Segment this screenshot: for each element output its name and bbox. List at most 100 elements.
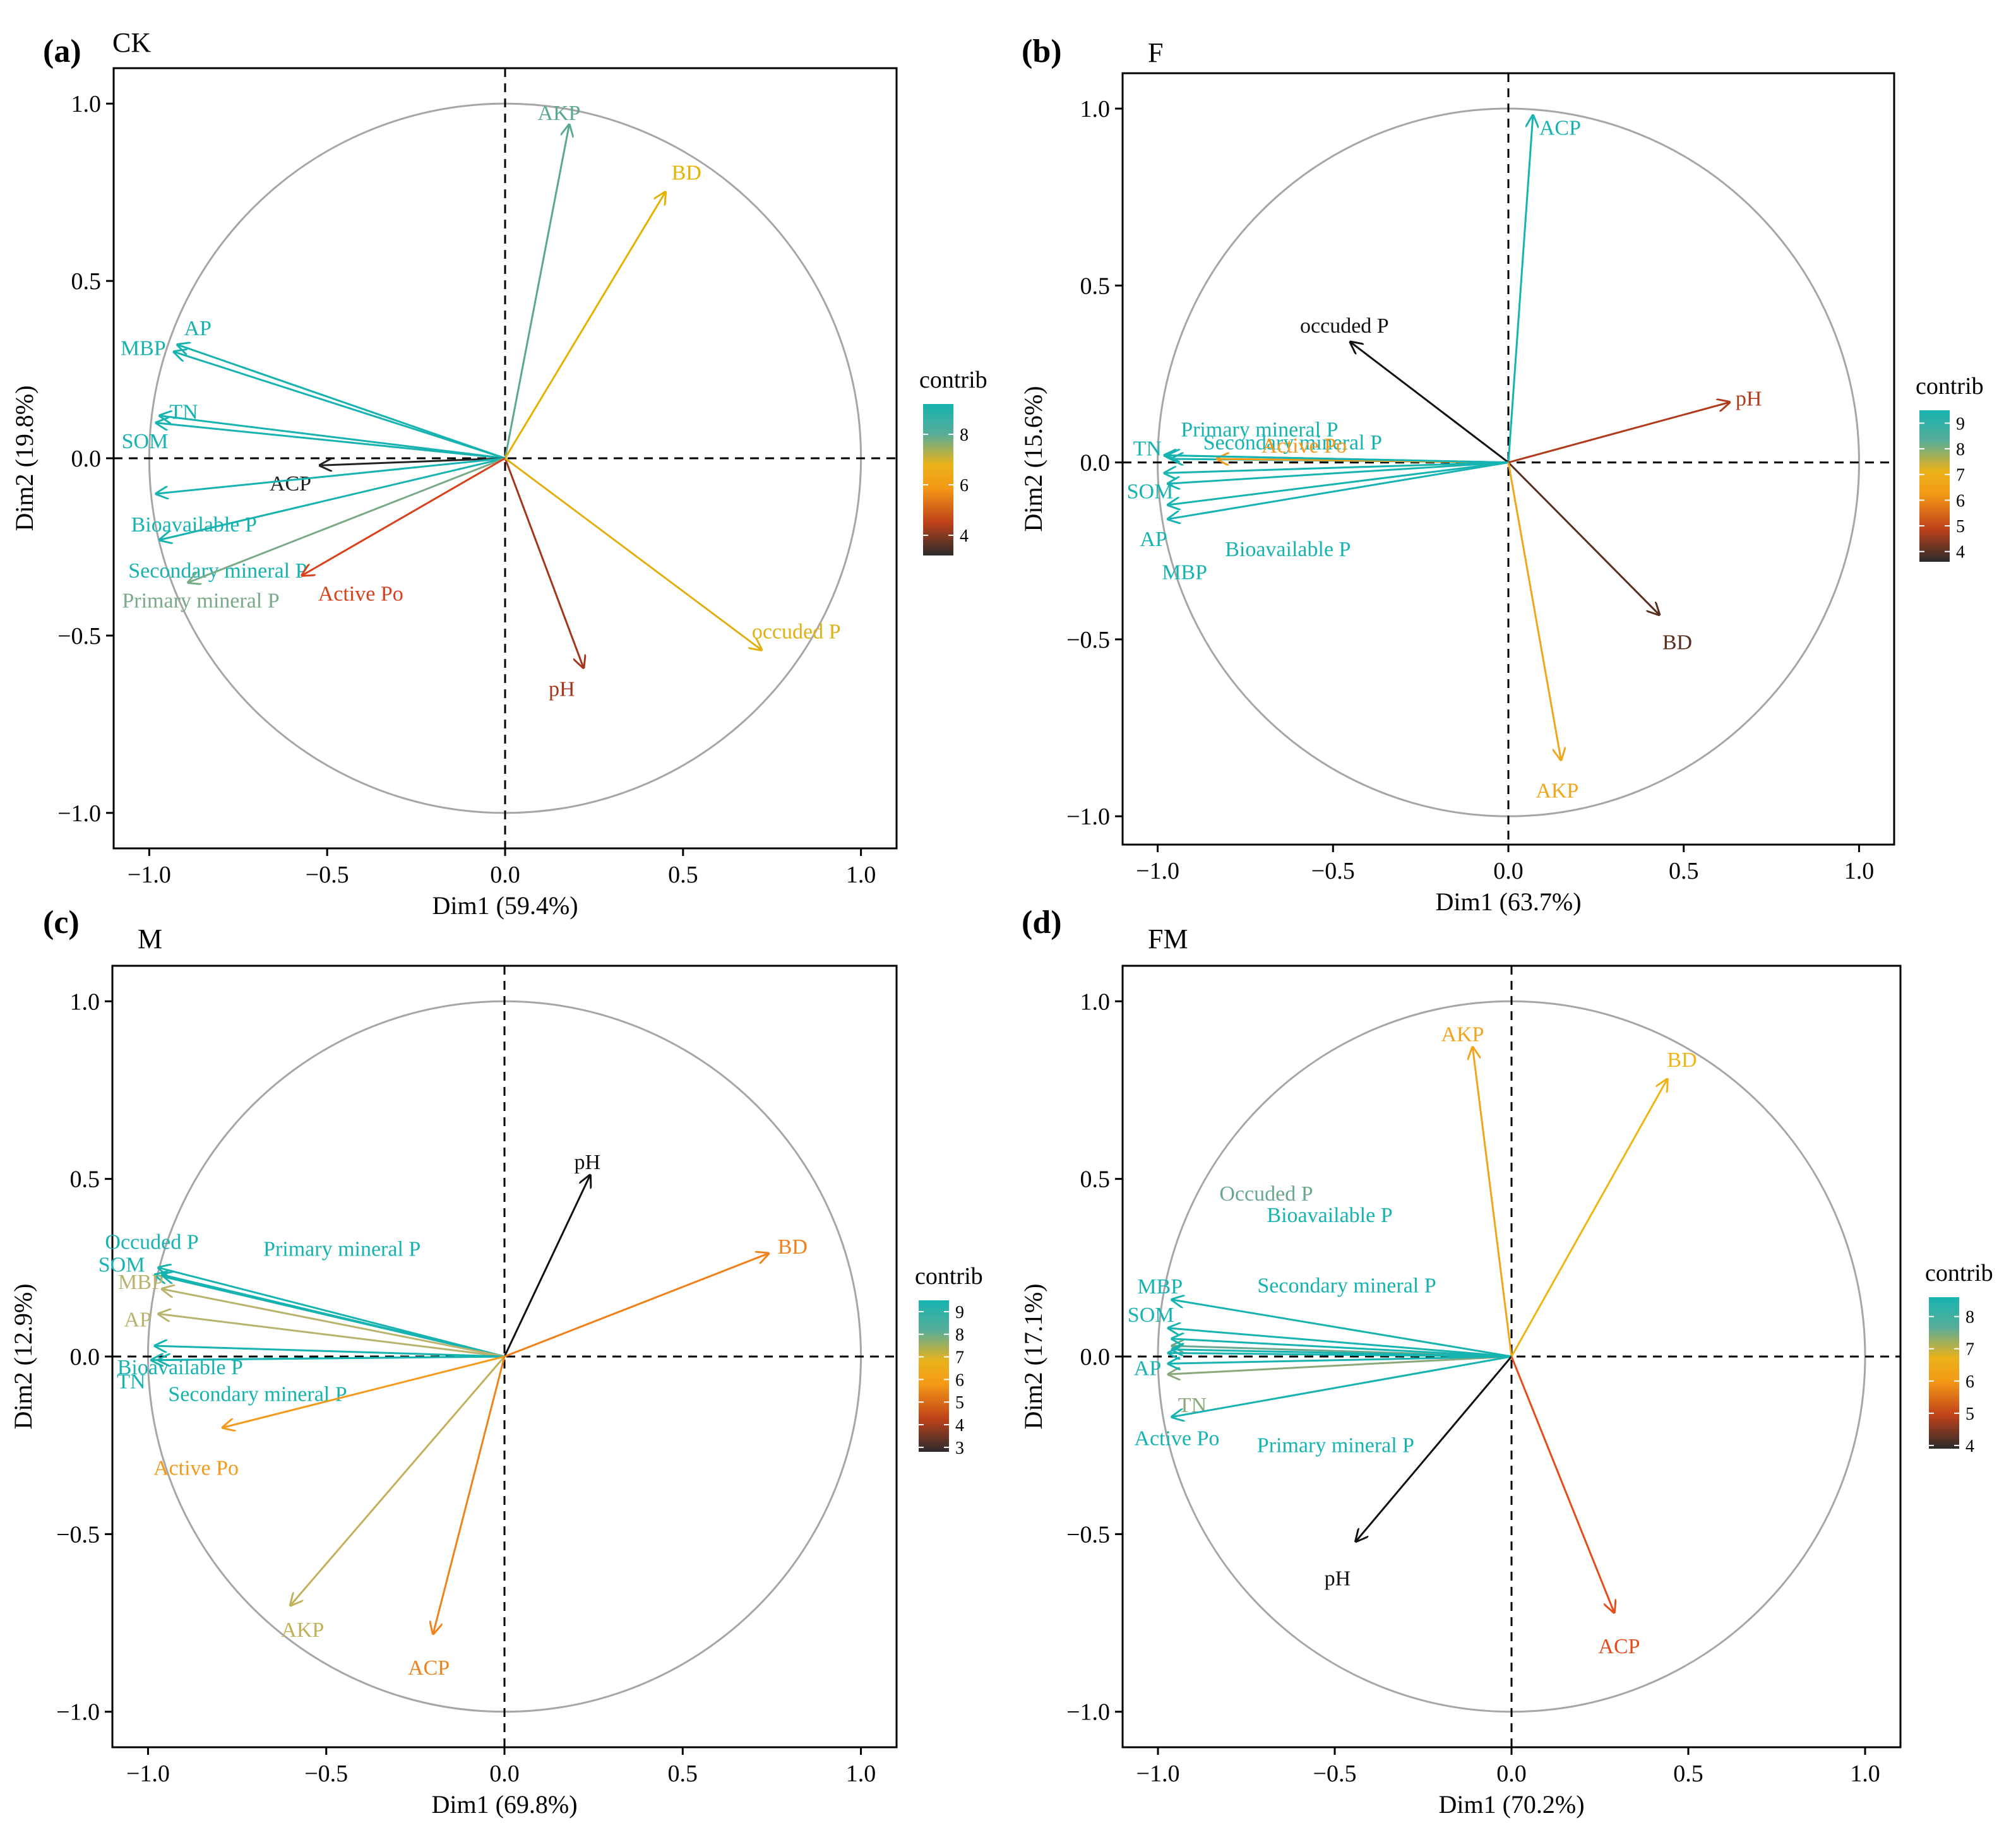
vector-label: Primary mineral P xyxy=(1257,1434,1414,1457)
y-tick-label: 1.0 xyxy=(70,989,100,1015)
y-tick-label: −0.5 xyxy=(1066,627,1110,653)
vector-label: BD xyxy=(778,1235,808,1259)
vector-label: Secondary mineral P xyxy=(1203,431,1382,454)
y-tick-label: −0.5 xyxy=(57,623,101,650)
vector-label: BD xyxy=(1667,1048,1697,1072)
vector-label: occuded P xyxy=(752,620,841,643)
x-tick-label: 0.5 xyxy=(668,1761,698,1787)
vector-arrow xyxy=(162,1289,505,1358)
y-tick-label: 0.5 xyxy=(71,268,102,295)
panel-title: FM xyxy=(1148,923,1188,954)
legend-tick-label: 6 xyxy=(960,476,969,496)
x-tick-label: −0.5 xyxy=(1311,858,1355,884)
vector-label: Bioavailable P xyxy=(1225,538,1351,561)
legend-tick-label: 8 xyxy=(1956,440,1965,460)
vector-arrow xyxy=(158,1268,505,1358)
x-tick-label: −1.0 xyxy=(1136,858,1179,884)
x-tick-label: 0.5 xyxy=(1669,858,1699,884)
legend-tick-label: 4 xyxy=(1965,1437,1974,1456)
y-axis-label: Dim2 (19.8%) xyxy=(10,385,39,531)
contrib-legend: contrib 3 4 5 67 8 9 xyxy=(915,1263,983,1458)
y-tick-label: 0.5 xyxy=(1080,273,1111,299)
pca-panel-ck: (a) CK −1.0 −0.5 0.0 0.5 1.0 −1.0 −0.5 0.0 0.5 1.0 D… xyxy=(10,27,987,920)
vector-label: Secondary mineral P xyxy=(168,1383,347,1406)
vector-arrow xyxy=(1172,1300,1512,1358)
vector-label: Primary mineral P xyxy=(1181,418,1338,441)
panel-title: CK xyxy=(112,27,151,58)
vector-arrow xyxy=(1507,462,1561,760)
vector-arrow xyxy=(1169,1353,1512,1357)
vector-arrow xyxy=(1508,402,1729,464)
panel-label: (c) xyxy=(43,905,80,941)
y-tick-label: 0.0 xyxy=(71,446,102,472)
x-tick-label: 0.0 xyxy=(1493,858,1524,884)
legend-tick-label: 8 xyxy=(955,1326,964,1345)
vector-arrow xyxy=(1169,1328,1512,1358)
vector-label: BD xyxy=(1662,631,1692,655)
vector-arrow xyxy=(503,1175,590,1357)
legend-title: contrib xyxy=(919,367,987,393)
legend-title: contrib xyxy=(1925,1260,1993,1286)
legend-tick-label: 6 xyxy=(1965,1372,1974,1392)
vector-arrow xyxy=(504,125,569,459)
vector-arrow xyxy=(155,1346,505,1358)
legend-tick-label: 4 xyxy=(960,526,969,546)
vector-label: MBP xyxy=(118,1271,164,1294)
vector-arrow xyxy=(1168,461,1509,484)
vector-label: Active Po xyxy=(1261,434,1347,458)
vector-arrow xyxy=(504,1254,768,1358)
vector-arrow xyxy=(1165,461,1509,473)
vector-arrow xyxy=(1356,1356,1513,1541)
vector-label: pH xyxy=(574,1151,600,1174)
vector-label: TN xyxy=(1133,437,1162,460)
pca-panel-fm: (d) FM −1.0 −0.5 0.0 0.5 1.0 −1.0 −0.5 0.0 0.5 1.0 D… xyxy=(1019,905,1993,1819)
panel-label: (b) xyxy=(1022,33,1062,69)
legend-colorbar xyxy=(1919,410,1950,562)
x-tick-label: −1.0 xyxy=(128,862,171,888)
vector-arrow xyxy=(1507,461,1659,615)
vector-label: AP xyxy=(124,1308,151,1331)
x-tick-label: 1.0 xyxy=(1844,858,1875,884)
vector-arrow xyxy=(174,352,506,460)
y-axis-label: Dim2 (15.6%) xyxy=(1019,386,1047,531)
x-tick-label: 0.5 xyxy=(1673,1761,1703,1787)
y-tick-label: 1.0 xyxy=(1080,989,1111,1015)
y-tick-label: 0.0 xyxy=(1080,450,1111,477)
vector-label: BD xyxy=(672,162,701,185)
x-tick-label: −1.0 xyxy=(1136,1761,1180,1787)
x-axis-label: Dim1 (63.7%) xyxy=(1435,888,1581,916)
vector-label: MBP xyxy=(1162,561,1207,584)
x-tick-label: −0.5 xyxy=(304,1761,348,1787)
legend-tick-label: 5 xyxy=(1956,517,1965,537)
vector-label: AP xyxy=(1134,1357,1161,1380)
vector-label: SOM xyxy=(122,430,169,453)
x-tick-label: −0.5 xyxy=(306,862,349,888)
vector-label: occuded P xyxy=(1300,314,1389,338)
vector-label: MBP xyxy=(1137,1275,1183,1298)
legend-title: contrib xyxy=(1916,373,1984,400)
vector-arrow xyxy=(1168,461,1509,520)
pca-panel-f: (b) F −1.0 −0.5 0.0 0.5 1.0 −1.0 −0.5 0.0 0.5 1.0 Di… xyxy=(1019,33,1984,916)
x-tick-label: 1.0 xyxy=(1850,1761,1880,1787)
y-tick-label: 0.5 xyxy=(70,1167,100,1193)
vector-label: AP xyxy=(1140,528,1167,551)
y-tick-label: 0.0 xyxy=(70,1344,100,1370)
y-axis-label: Dim2 (12.9%) xyxy=(9,1283,37,1429)
y-tick-label: −1.0 xyxy=(56,1699,100,1726)
vector-arrow xyxy=(1172,1339,1512,1358)
legend-tick-label: 8 xyxy=(1965,1308,1974,1327)
y-tick-label: −1.0 xyxy=(1066,804,1110,830)
vector-label: pH xyxy=(1325,1567,1351,1591)
vector-arrow xyxy=(1168,461,1509,505)
vector-arrow xyxy=(160,416,506,460)
vector-arrow xyxy=(290,1356,506,1605)
y-tick-label: −0.5 xyxy=(56,1521,100,1548)
vector-arrow xyxy=(1351,342,1509,463)
x-axis-label: Dim1 (70.2%) xyxy=(1438,1790,1584,1819)
vector-label: pH xyxy=(1736,387,1762,410)
legend-tick-label: 7 xyxy=(955,1348,964,1368)
legend-tick-label: 3 xyxy=(955,1439,964,1458)
legend-title: contrib xyxy=(915,1263,983,1290)
y-tick-label: 0.0 xyxy=(1080,1344,1111,1370)
